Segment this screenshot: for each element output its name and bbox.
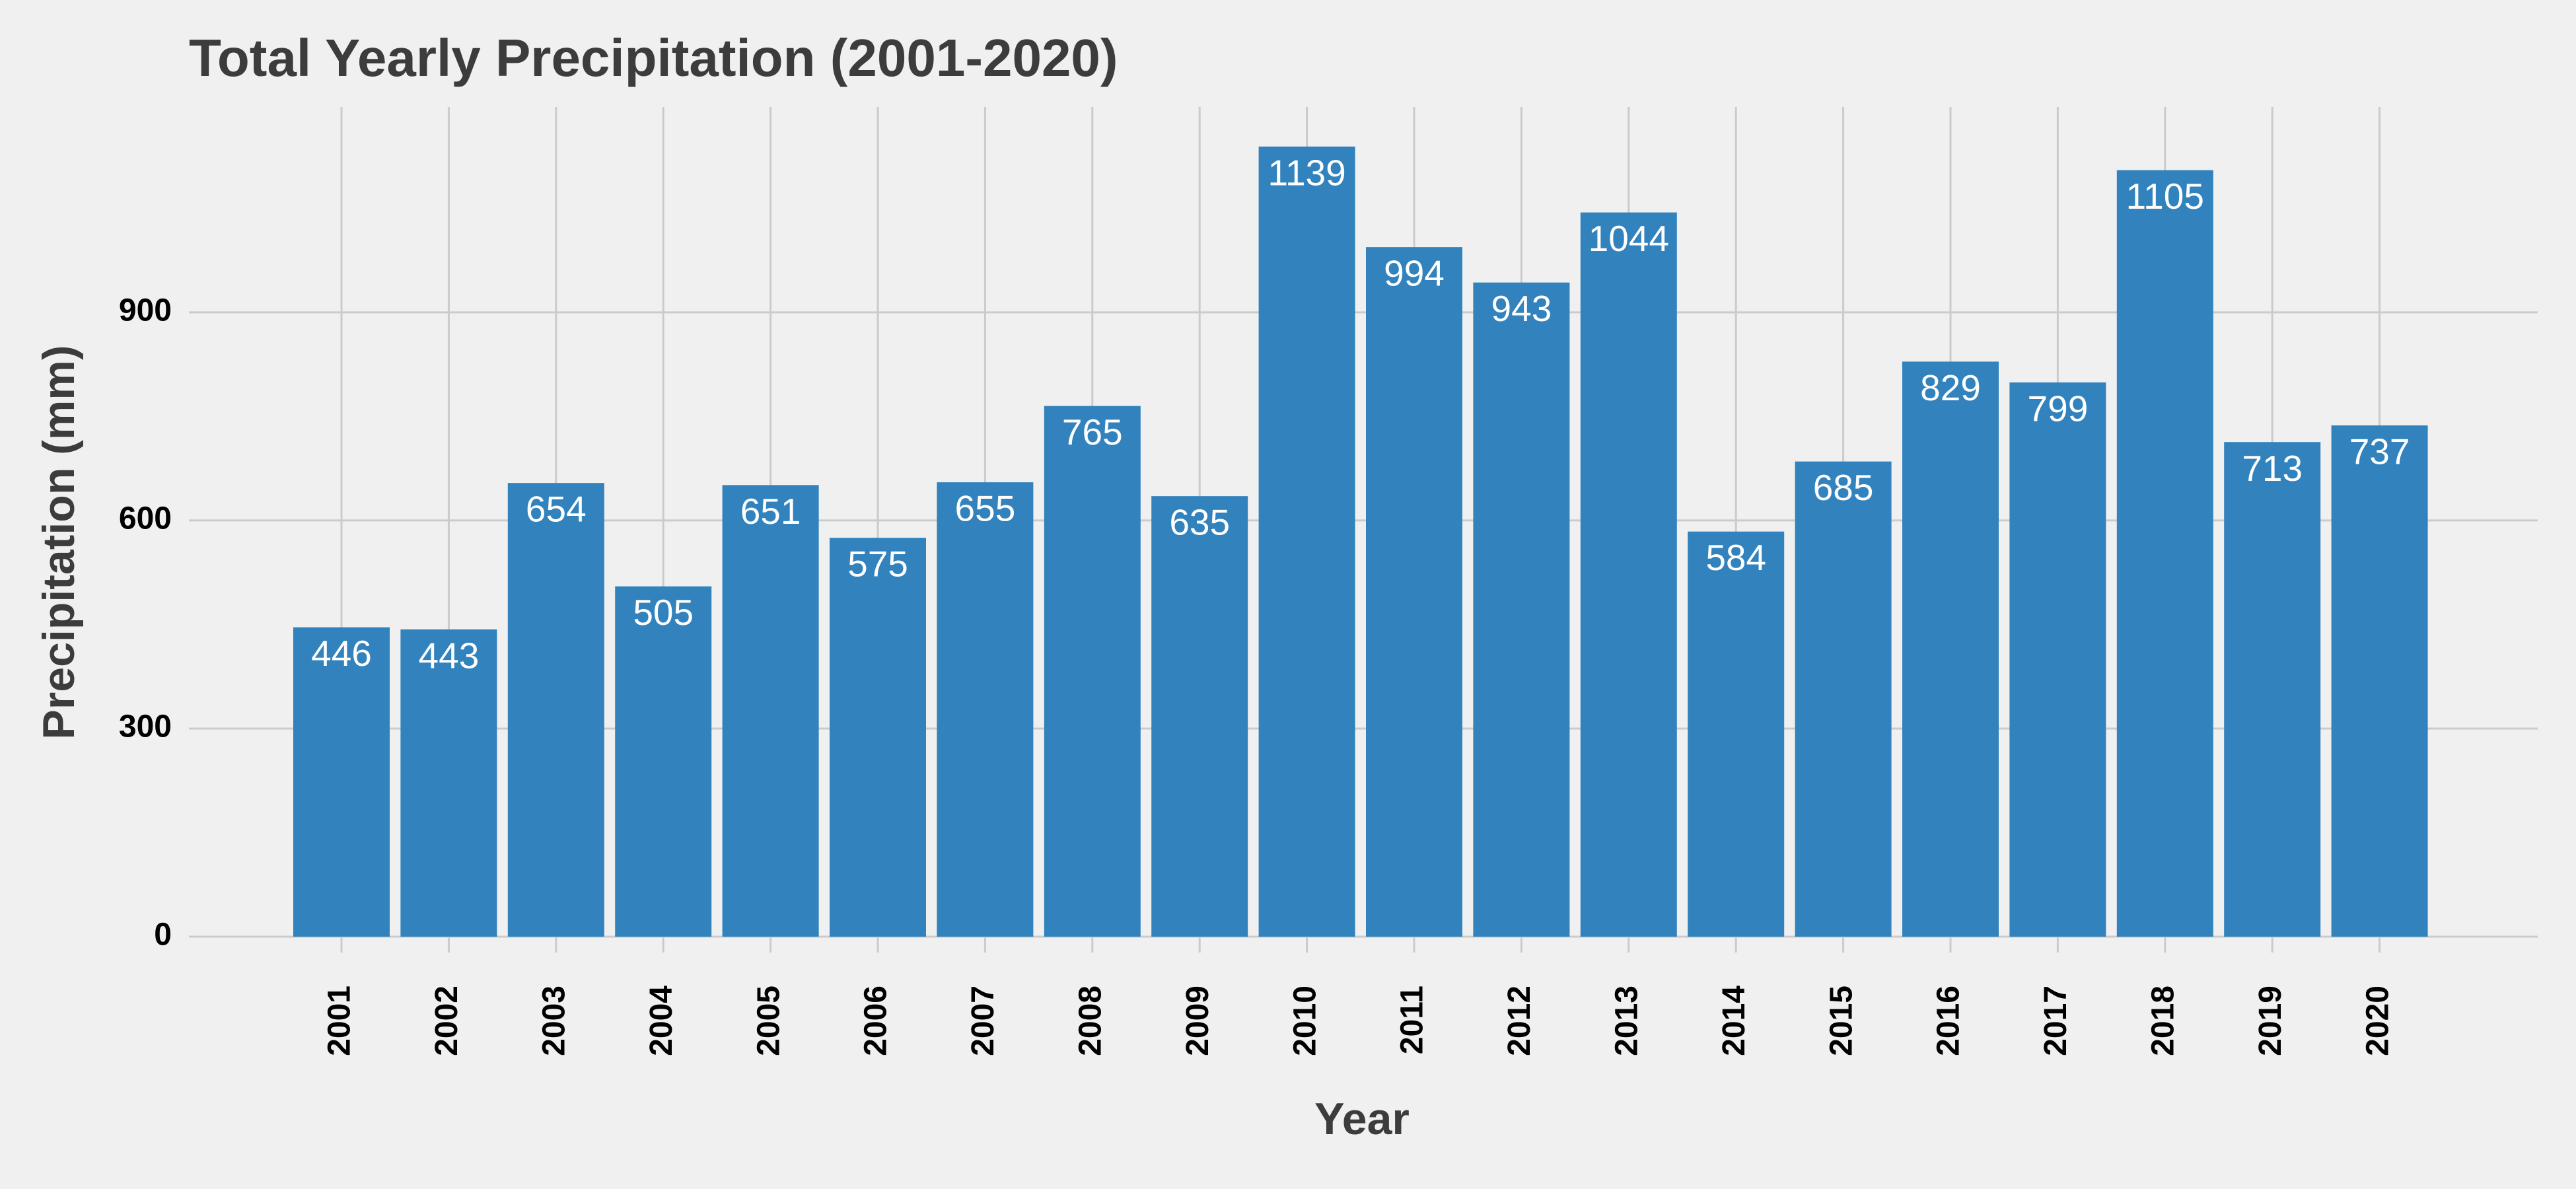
value-label: 799: [2028, 388, 2089, 429]
bar: [1902, 361, 1999, 937]
bar: [1151, 496, 1248, 937]
value-label: 635: [1169, 502, 1230, 543]
y-tick-label: 300: [119, 709, 172, 744]
chart-title: Total Yearly Precipitation (2001-2020): [189, 28, 1118, 87]
bar: [615, 586, 712, 937]
bar: [937, 482, 1034, 937]
x-tick-label: 2012: [1502, 986, 1537, 1056]
x-tick-label: 2009: [1180, 986, 1215, 1056]
x-tick-label: 2015: [1824, 986, 1859, 1056]
y-tick-label: 0: [154, 918, 172, 953]
value-label: 1139: [1268, 152, 1345, 193]
bar: [1258, 146, 1355, 937]
bar: [1044, 406, 1141, 937]
bar: [2224, 442, 2321, 937]
value-label: 505: [633, 592, 694, 633]
bar: [722, 485, 819, 937]
value-label: 1044: [1589, 218, 1669, 259]
x-tick-label: 2018: [2145, 986, 2180, 1056]
x-tick-label: 2007: [966, 986, 1001, 1056]
x-tick-label: 2013: [1609, 986, 1644, 1056]
value-label: 584: [1705, 537, 1766, 578]
value-label: 655: [955, 488, 1016, 529]
value-label: 765: [1062, 412, 1123, 452]
bar: [293, 627, 390, 937]
x-tick-label: 2019: [2253, 986, 2288, 1056]
bar: [2116, 170, 2213, 937]
value-label: 654: [526, 489, 587, 530]
value-label: 737: [2349, 431, 2410, 472]
bar: [507, 483, 604, 937]
bar: [400, 629, 497, 937]
bar: [1580, 212, 1677, 937]
value-label: 994: [1384, 253, 1445, 294]
x-axis-label: Year: [1314, 1094, 1410, 1144]
x-tick-label: 2011: [1395, 986, 1430, 1054]
y-tick-label: 900: [119, 293, 172, 328]
y-tick-label: 600: [119, 501, 172, 536]
x-tick-label: 2020: [2360, 986, 2395, 1056]
x-tick-label: 2003: [536, 986, 571, 1056]
value-label: 651: [740, 491, 801, 532]
x-tick-label: 2006: [859, 986, 894, 1056]
x-tick-label: 2001: [322, 986, 357, 1056]
bar: [1688, 531, 1785, 937]
x-tick-label: 2014: [1717, 986, 1752, 1056]
bar: [1473, 282, 1570, 937]
x-tick-label: 2017: [2038, 986, 2073, 1056]
value-label: 685: [1813, 467, 1874, 508]
value-label: 446: [311, 633, 372, 674]
bar: [2009, 382, 2106, 937]
value-label: 829: [1920, 367, 1981, 408]
value-label: 443: [419, 635, 480, 676]
x-tick-label: 2004: [644, 986, 679, 1056]
bar: [2331, 425, 2428, 937]
x-tick-label: 2005: [751, 986, 786, 1056]
bar: [1795, 461, 1892, 937]
value-label: 943: [1491, 288, 1552, 329]
bar: [830, 538, 926, 937]
x-tick-label: 2016: [1931, 986, 1966, 1056]
value-label: 713: [2242, 448, 2303, 489]
y-axis-label: Precipitation (mm): [34, 345, 84, 740]
x-tick-label: 2010: [1287, 986, 1322, 1056]
x-tick-label: 2002: [429, 986, 464, 1056]
value-label: 575: [847, 544, 908, 585]
value-label: 1105: [2126, 176, 2204, 217]
bar: [1366, 247, 1462, 937]
x-tick-label: 2008: [1073, 986, 1108, 1056]
